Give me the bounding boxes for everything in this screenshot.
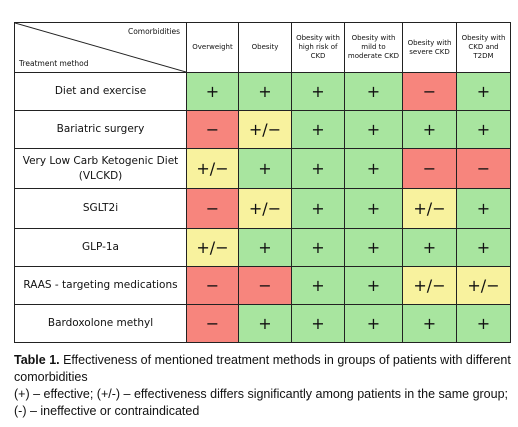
- column-header: Overweight: [186, 22, 239, 73]
- table-cell: +: [238, 72, 292, 111]
- table-cell: +: [291, 228, 345, 267]
- table-cell: +: [238, 228, 292, 267]
- table-cell: +: [291, 188, 345, 229]
- table-cell: −: [186, 110, 239, 149]
- column-header: Obesity with CKD and T2DM: [456, 22, 511, 73]
- table-cell: +/−: [456, 266, 511, 305]
- row-label: Bariatric surgery: [14, 110, 187, 149]
- column-header: Obesity with severe CKD: [402, 22, 457, 73]
- table-cell: +/−: [402, 188, 457, 229]
- table-cell: +: [291, 266, 345, 305]
- row-label: Diet and exercise: [14, 72, 187, 111]
- table-cell: −: [186, 188, 239, 229]
- table-cell: −: [186, 304, 239, 343]
- table-cell: +: [344, 148, 403, 189]
- corner-bottom: Treatment method: [19, 59, 89, 68]
- table-cell: +: [238, 148, 292, 189]
- table-cell: +/−: [186, 148, 239, 189]
- table-cell: +: [186, 72, 239, 111]
- table-cell: +/−: [186, 228, 239, 267]
- table-cell: −: [456, 148, 511, 189]
- caption: Table 1. Effectiveness of mentioned trea…: [14, 352, 512, 420]
- table-cell: +/−: [238, 188, 292, 229]
- caption-label: Table 1.: [14, 353, 60, 367]
- table-cell: +: [344, 188, 403, 229]
- table-cell: +: [344, 304, 403, 343]
- table-cell: +: [456, 228, 511, 267]
- table-cell: +: [402, 110, 457, 149]
- row-label: Very Low Carb Ketogenic Diet (VLCKD): [14, 148, 187, 189]
- table-cell: +: [402, 304, 457, 343]
- caption-legend: (+) – effective; (+/-) – effectiveness d…: [14, 387, 509, 418]
- row-label: Bardoxolone methyl: [14, 304, 187, 343]
- table-cell: +/−: [402, 266, 457, 305]
- corner-top: Comorbidities: [127, 27, 180, 36]
- row-label: GLP-1a: [14, 228, 187, 267]
- table-cell: +: [238, 304, 292, 343]
- diagonal: [15, 23, 186, 72]
- table-cell: −: [402, 148, 457, 189]
- table-cell: +: [291, 304, 345, 343]
- row-label: RAAS - targeting medications: [14, 266, 187, 305]
- column-header: Obesity: [238, 22, 292, 73]
- table-cell: +: [456, 188, 511, 229]
- corner-cell: Comorbidities Treatment method: [14, 22, 187, 73]
- table-cell: +: [291, 110, 345, 149]
- table-cell: +: [402, 228, 457, 267]
- table-cell: −: [238, 266, 292, 305]
- table-cell: +: [344, 110, 403, 149]
- table-cell: +: [456, 304, 511, 343]
- table-cell: +: [456, 110, 511, 149]
- table-cell: +: [291, 148, 345, 189]
- table-cell: +/−: [238, 110, 292, 149]
- column-header: Obesity with mild to moderate CKD: [344, 22, 403, 73]
- table-cell: +: [344, 266, 403, 305]
- table-cell: +: [456, 72, 511, 111]
- row-label: SGLT2i: [14, 188, 187, 229]
- caption-text: Effectiveness of mentioned treatment met…: [14, 353, 511, 384]
- table-cell: +: [344, 72, 403, 111]
- table-cell: −: [186, 266, 239, 305]
- table-cell: +: [344, 228, 403, 267]
- column-header: Obesity with high risk of CKD: [291, 22, 345, 73]
- table-cell: −: [402, 72, 457, 111]
- table-cell: +: [291, 72, 345, 111]
